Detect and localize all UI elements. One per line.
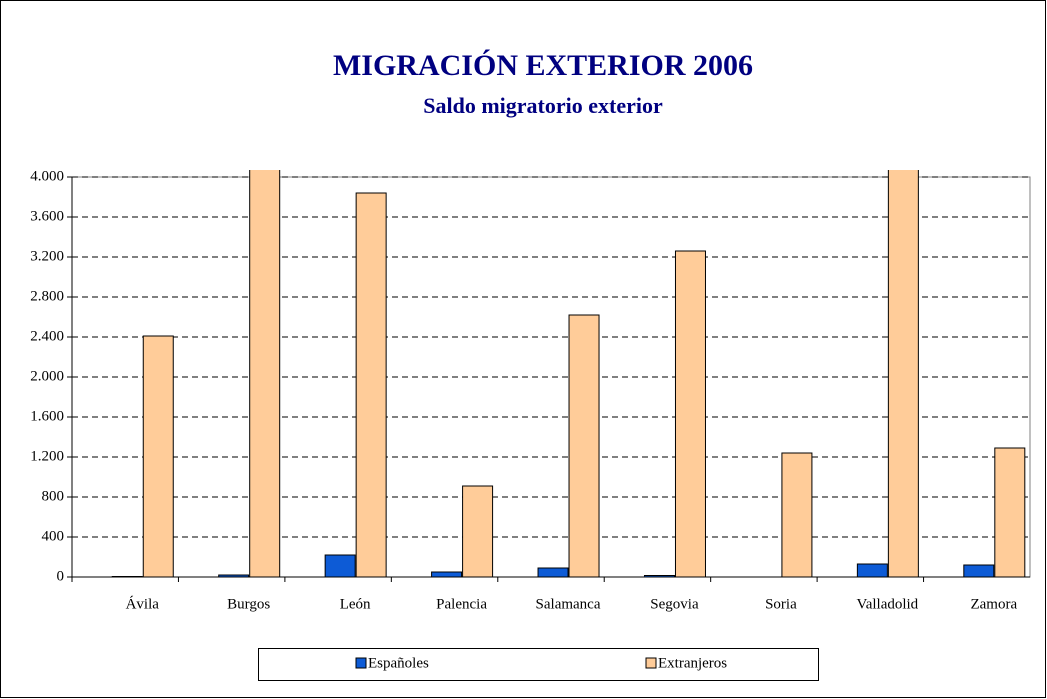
chart-subtitle: Saldo migratorio exterior xyxy=(423,93,663,118)
legend-swatch xyxy=(645,657,657,669)
y-tick-label: 1.200 xyxy=(30,448,64,464)
bar xyxy=(963,564,995,578)
y-tick-label: 4.000 xyxy=(30,168,64,184)
bar xyxy=(994,447,1026,578)
bar xyxy=(856,563,888,578)
bar xyxy=(355,192,387,578)
bar xyxy=(674,250,706,578)
y-tick-label: 2.800 xyxy=(30,288,64,304)
x-tick-label: Zamora xyxy=(970,596,1017,612)
y-tick-label: 3.600 xyxy=(30,208,64,224)
x-tick-label: Salamanca xyxy=(536,596,601,612)
x-tick-label: Palencia xyxy=(436,596,487,612)
bar xyxy=(887,170,919,578)
bar xyxy=(142,335,174,578)
x-tick-label: León xyxy=(340,596,371,612)
y-tick-label: 2.400 xyxy=(30,328,64,344)
y-tick-label: 800 xyxy=(42,488,65,504)
x-tick-label: Segovia xyxy=(650,596,699,612)
bar xyxy=(781,452,813,578)
plot-area xyxy=(71,176,1031,578)
bar xyxy=(431,571,463,578)
y-tick-label: 400 xyxy=(42,528,65,544)
bar xyxy=(249,170,281,578)
x-tick-label: Burgos xyxy=(227,596,270,612)
x-tick-label: Soria xyxy=(765,596,797,612)
bar xyxy=(568,314,600,578)
bar xyxy=(324,554,356,578)
bar xyxy=(537,567,569,578)
legend-label: Españoles xyxy=(368,655,429,671)
bar xyxy=(462,485,494,578)
y-tick-label: 0 xyxy=(57,568,65,584)
legend-swatch xyxy=(355,657,367,669)
chart-title: MIGRACIÓN EXTERIOR 2006 xyxy=(333,49,753,82)
y-tick-label: 2.000 xyxy=(30,368,64,384)
x-tick-label: Valladolid xyxy=(857,596,919,612)
legend xyxy=(258,648,819,681)
bars xyxy=(111,170,1026,578)
x-tick-label: Ávila xyxy=(126,595,160,612)
y-tick-label: 1.600 xyxy=(30,408,64,424)
y-tick-label: 3.200 xyxy=(30,248,64,264)
legend-label: Extranjeros xyxy=(658,655,727,671)
